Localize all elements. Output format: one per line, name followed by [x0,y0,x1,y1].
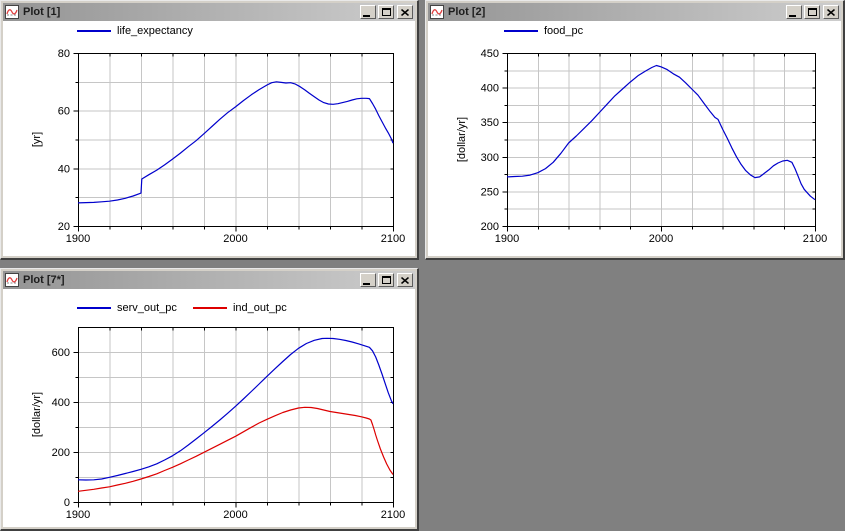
x-tick-label: 2000 [649,233,673,245]
close-icon [401,276,409,284]
legend-line-swatch [192,307,227,309]
maximize-icon [381,8,391,16]
x-tick-label: 2000 [223,509,247,521]
x-tick-label: 2100 [803,233,827,245]
y-tick-label: 80 [58,48,70,60]
x-tick-label: 2100 [381,233,405,245]
window-title: Plot [2] [448,6,486,18]
x-tick-label: 2100 [381,509,405,521]
y-axis-unit-label: [dollar/yr] [31,392,43,437]
y-tick-label: 400 [481,83,499,95]
titlebar[interactable]: Plot [2] [428,3,841,21]
series-food_pc [506,64,816,201]
maximize-button[interactable] [378,5,394,19]
series-ind_out_pc [77,406,394,492]
y-tick-label: 400 [52,397,70,409]
x-tick-label: 2000 [223,233,247,245]
close-button[interactable] [397,5,413,19]
chart-canvas: 1900 2000 2100 20 40 60 80 [yr] [31,48,405,245]
minimize-button[interactable] [360,273,376,287]
close-button[interactable] [823,5,839,19]
legend-item: serv_out_pc [77,302,177,314]
series-life_expectancy [77,81,394,204]
window-title: Plot [1] [23,6,61,18]
legend-label: life_expectancy [117,25,193,37]
legend-label: food_pc [544,25,584,37]
grid-and-axes [73,327,394,508]
minimize-icon [789,14,796,17]
titlebar[interactable]: Plot [7*] [3,271,415,289]
minimize-button[interactable] [360,5,376,19]
plot-window-2: Plot [2] food_pc 1900 2000 2100 200 250 300 35… [425,0,845,260]
maximize-button[interactable] [378,273,394,287]
grid-and-axes [73,53,394,232]
y-tick-label: 60 [58,106,70,118]
legend: serv_out_pc ind_out_pc [77,301,303,315]
x-tick-label: 1900 [66,233,90,245]
x-tick-label: 1900 [495,233,519,245]
minimize-icon [363,282,370,285]
legend: life_expectancy [77,24,209,38]
legend-line-swatch [77,307,111,309]
y-tick-label: 0 [64,497,70,509]
y-tick-label: 250 [481,186,499,198]
maximize-icon [381,276,391,284]
close-button[interactable] [397,273,413,287]
y-tick-label: 40 [58,163,70,175]
y-tick-label: 350 [481,117,499,129]
legend-line-swatch [77,30,111,32]
x-tick-label: 1900 [66,509,90,521]
plot-area: life_expectancy 1900 2000 2100 20 40 60 80 [yr] [3,21,415,256]
legend-line-swatch [504,30,538,32]
legend-label: serv_out_pc [117,302,177,314]
y-tick-label: 450 [481,48,499,60]
plot-window-1: Plot [1] life_expectancy 1900 2000 2100 20 4… [0,0,419,260]
legend-item: food_pc [504,25,583,37]
window-title: Plot [7*] [23,274,65,286]
chart-canvas: 1900 2000 2100 200 250 300 350 400 450 [dollar/yr… [456,48,827,245]
y-axis-unit-label: [yr] [31,132,43,147]
minimize-button[interactable] [786,5,802,19]
y-tick-label: 20 [58,221,70,233]
plot-curve-icon [5,5,19,19]
y-axis-unit-label: [dollar/yr] [456,117,468,162]
plot-curve-icon [5,273,19,287]
titlebar[interactable]: Plot [1] [3,3,415,21]
plot-curve-icon [430,5,444,19]
y-tick-label: 600 [52,347,70,359]
maximize-icon [807,8,817,16]
legend: food_pc [504,24,599,38]
plot-window-7: Plot [7*] serv_out_pc ind_out_pc 1900 2000… [0,268,419,531]
grid-and-axes [502,53,816,232]
plot-area: serv_out_pc ind_out_pc 1900 2000 2100 0 200 40… [3,289,415,527]
legend-item: life_expectancy [77,25,193,37]
minimize-icon [363,14,370,17]
legend-label: ind_out_pc [232,302,287,314]
series-serv_out_pc [77,337,394,481]
close-icon [827,8,835,16]
chart-canvas: 1900 2000 2100 0 200 400 600 [dollar/yr] [31,327,405,521]
y-tick-label: 300 [481,152,499,164]
plot-area: food_pc 1900 2000 2100 200 250 300 350 400 450 [d… [428,21,841,256]
y-tick-label: 200 [52,447,70,459]
legend-item: ind_out_pc [192,302,287,314]
y-tick-label: 200 [481,221,499,233]
maximize-button[interactable] [804,5,820,19]
close-icon [401,8,409,16]
